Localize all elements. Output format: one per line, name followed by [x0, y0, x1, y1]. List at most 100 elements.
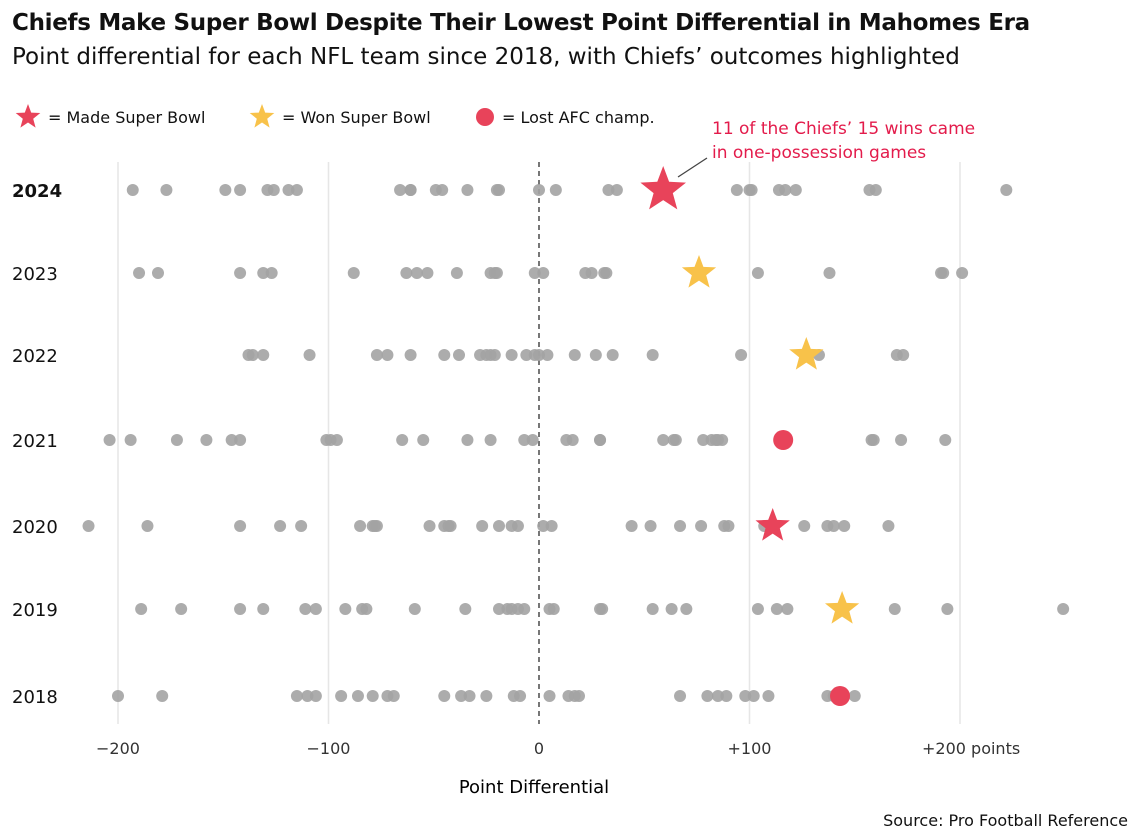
team-dot — [646, 349, 659, 361]
team-dot — [751, 603, 764, 615]
team-dot — [257, 267, 270, 279]
team-dot — [674, 690, 687, 702]
team-dot — [461, 434, 474, 446]
team-dot — [895, 434, 908, 446]
team-dot — [459, 603, 472, 615]
team-dot — [545, 520, 558, 532]
team-dot — [747, 690, 760, 702]
team-dot — [151, 267, 164, 279]
team-dot — [518, 603, 531, 615]
team-dot — [170, 434, 183, 446]
team-dot — [665, 603, 678, 615]
team-dot — [514, 690, 527, 702]
team-dot — [463, 690, 476, 702]
team-dot — [141, 520, 154, 532]
team-dot — [339, 603, 352, 615]
team-dot — [156, 690, 169, 702]
team-dot — [103, 434, 116, 446]
team-dot — [394, 184, 407, 196]
legend-label-made: = Made Super Bowl — [48, 107, 206, 127]
team-dot — [657, 434, 670, 446]
team-dot — [234, 184, 247, 196]
year-label: 2021 — [12, 431, 58, 452]
team-dot — [274, 520, 287, 532]
team-dot — [520, 349, 533, 361]
x-tick-label: 0 — [534, 739, 544, 758]
team-dot — [417, 434, 430, 446]
team-dot — [566, 434, 579, 446]
team-dot — [697, 434, 710, 446]
x-tick-label: +100 — [728, 739, 772, 758]
team-dot — [644, 520, 657, 532]
team-dot — [518, 434, 531, 446]
year-label: 2022 — [12, 346, 58, 367]
team-dot — [484, 434, 497, 446]
legend-label-won: = Won Super Bowl — [282, 107, 431, 127]
team-dot — [1000, 184, 1013, 196]
team-dot — [488, 349, 501, 361]
chiefs-marker-made — [640, 166, 686, 210]
team-dot — [423, 520, 436, 532]
gold-star-icon — [249, 104, 275, 128]
x-tick-label: −100 — [307, 739, 351, 758]
team-dot — [789, 184, 802, 196]
team-dot — [299, 603, 312, 615]
team-dot — [301, 690, 314, 702]
team-dot — [625, 520, 638, 532]
team-dot — [589, 349, 602, 361]
team-dot — [436, 184, 449, 196]
team-dot — [735, 349, 748, 361]
team-dot — [720, 690, 733, 702]
year-label: 2020 — [12, 517, 58, 538]
team-dot — [602, 184, 615, 196]
team-dot — [838, 520, 851, 532]
team-dot — [234, 520, 247, 532]
dot-plot: −200 −100 0 +100 +200 points Point Differenti… — [12, 119, 1070, 798]
team-dot — [848, 690, 861, 702]
legend-item-made-super-bowl: = Made Super Bowl — [12, 104, 205, 130]
team-dot — [505, 349, 518, 361]
team-dot — [680, 603, 693, 615]
team-dot — [438, 349, 451, 361]
team-dot — [762, 690, 775, 702]
team-dot — [941, 603, 954, 615]
team-dot — [888, 603, 901, 615]
chiefs-marker-made — [755, 508, 790, 541]
team-dot — [290, 690, 303, 702]
chiefs-marker-won — [789, 337, 824, 370]
team-dot — [455, 690, 468, 702]
team-dot — [400, 267, 413, 279]
team-dot — [937, 267, 950, 279]
team-dot — [823, 267, 836, 279]
year-label: 2024 — [12, 181, 62, 202]
team-dot — [572, 690, 585, 702]
team-dot — [309, 603, 322, 615]
team-dot — [360, 603, 373, 615]
team-dot — [939, 434, 952, 446]
annotation-text: 11 of the Chiefs’ 15 wins came — [712, 119, 975, 139]
team-dot — [351, 690, 364, 702]
team-dot — [716, 434, 729, 446]
team-dot — [387, 690, 400, 702]
chiefs-marker-won — [681, 255, 717, 288]
team-dot — [547, 603, 560, 615]
team-dot — [267, 184, 280, 196]
team-dot — [408, 603, 421, 615]
team-dot — [366, 690, 379, 702]
team-dot — [722, 520, 735, 532]
team-dot — [511, 520, 524, 532]
legend-item-lost-afc-champ: = Lost AFC champ. — [474, 104, 655, 130]
team-dot — [133, 267, 146, 279]
team-dot — [528, 267, 541, 279]
x-axis-title: Point Differential — [459, 777, 609, 798]
team-dot — [295, 520, 308, 532]
team-dot — [135, 603, 148, 615]
x-tick-label: −200 — [96, 739, 140, 758]
team-dot — [480, 690, 493, 702]
team-dot — [421, 267, 434, 279]
team-dot — [126, 184, 139, 196]
team-dot — [282, 184, 295, 196]
team-dot — [303, 349, 316, 361]
team-dot — [770, 603, 783, 615]
team-dot — [354, 520, 367, 532]
